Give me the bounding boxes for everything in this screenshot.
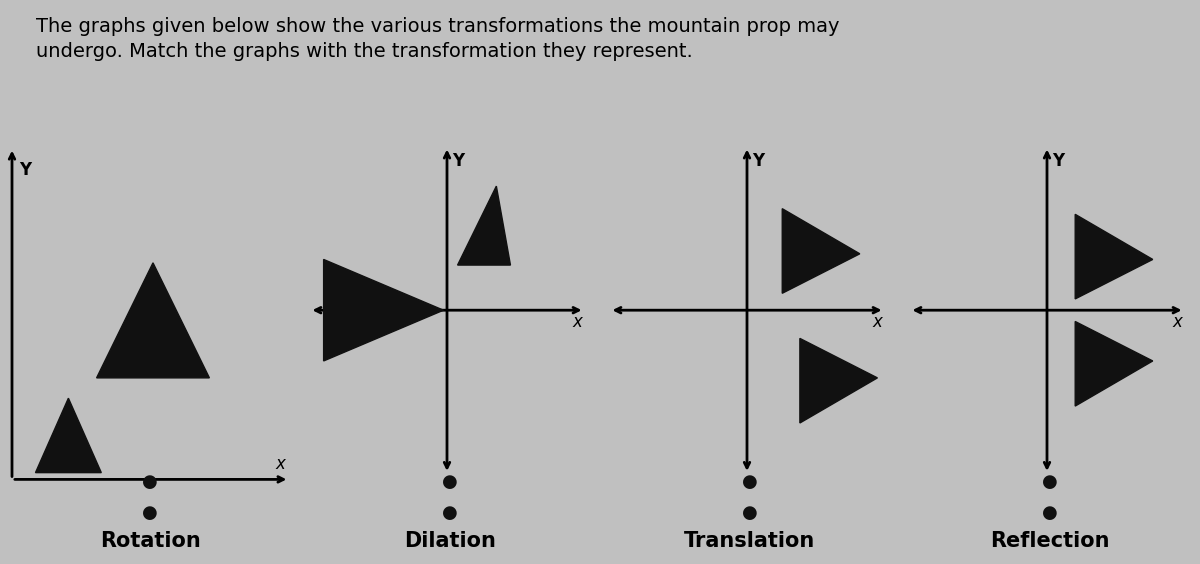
- Text: ●: ●: [442, 504, 458, 522]
- Polygon shape: [324, 259, 444, 361]
- Text: Y: Y: [752, 152, 764, 170]
- Text: ●: ●: [442, 473, 458, 491]
- Text: x: x: [1172, 313, 1182, 331]
- Polygon shape: [800, 338, 877, 423]
- Text: Y: Y: [19, 161, 31, 179]
- Text: The graphs given below show the various transformations the mountain prop may
un: The graphs given below show the various …: [36, 17, 840, 61]
- Text: ●: ●: [142, 504, 158, 522]
- Text: x: x: [572, 313, 582, 331]
- Polygon shape: [97, 263, 210, 378]
- Polygon shape: [1075, 321, 1153, 406]
- Text: ●: ●: [1042, 473, 1058, 491]
- Text: Y: Y: [1052, 152, 1064, 170]
- Text: Y: Y: [452, 152, 464, 170]
- Text: Reflection: Reflection: [990, 531, 1110, 552]
- Text: ●: ●: [742, 473, 758, 491]
- Polygon shape: [1075, 214, 1153, 299]
- Text: x: x: [872, 313, 882, 331]
- Polygon shape: [782, 209, 859, 293]
- Text: Dilation: Dilation: [404, 531, 496, 552]
- Text: ●: ●: [142, 473, 158, 491]
- Text: Translation: Translation: [684, 531, 816, 552]
- Text: ●: ●: [1042, 504, 1058, 522]
- Text: Rotation: Rotation: [100, 531, 200, 552]
- Polygon shape: [457, 186, 510, 265]
- Text: ●: ●: [742, 504, 758, 522]
- Text: x: x: [275, 455, 284, 473]
- Polygon shape: [36, 398, 101, 473]
